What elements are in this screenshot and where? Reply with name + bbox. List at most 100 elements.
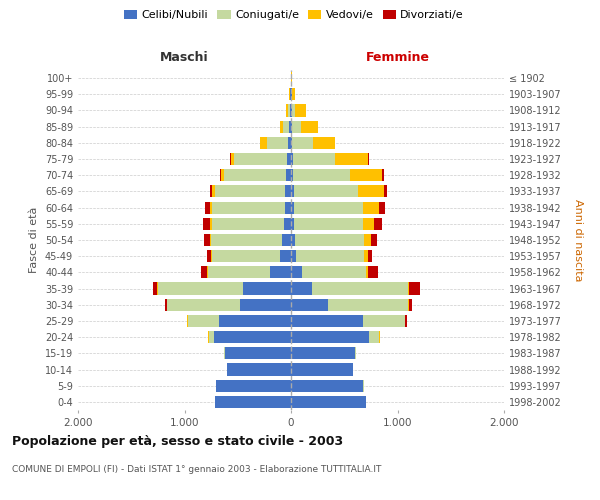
Text: COMUNE DI EMPOLI (FI) - Dati ISTAT 1° gennaio 2003 - Elaborazione TUTTITALIA.IT: COMUNE DI EMPOLI (FI) - Dati ISTAT 1° ge… xyxy=(12,465,382,474)
Bar xyxy=(292,104,295,117)
Bar xyxy=(270,266,291,278)
Bar xyxy=(212,218,284,230)
Bar xyxy=(284,202,291,213)
Bar xyxy=(409,282,420,294)
Bar xyxy=(291,234,295,246)
Bar xyxy=(369,331,379,343)
Bar xyxy=(364,315,405,327)
Text: Popolazione per età, sesso e stato civile - 2003: Popolazione per età, sesso e stato civil… xyxy=(12,435,343,448)
Y-axis label: Anni di nascita: Anni di nascita xyxy=(573,198,583,281)
Bar xyxy=(188,315,218,327)
Legend: Celibi/Nubili, Coniugati/e, Vedovi/e, Divorziati/e: Celibi/Nubili, Coniugati/e, Vedovi/e, Di… xyxy=(119,6,469,25)
Bar xyxy=(203,218,209,230)
Bar xyxy=(286,104,288,117)
Bar xyxy=(301,120,317,132)
Bar xyxy=(291,266,302,278)
Bar xyxy=(291,120,292,132)
Bar xyxy=(382,169,383,181)
Bar xyxy=(291,169,293,181)
Bar xyxy=(210,186,212,198)
Bar xyxy=(291,348,355,360)
Bar xyxy=(283,234,291,246)
Bar xyxy=(368,250,372,262)
Bar xyxy=(165,298,167,311)
Bar xyxy=(294,218,364,230)
Bar xyxy=(212,202,284,213)
Bar xyxy=(288,104,290,117)
Bar xyxy=(293,186,358,198)
Bar xyxy=(294,202,364,213)
Bar xyxy=(313,137,335,149)
Bar xyxy=(293,153,335,165)
Bar xyxy=(288,137,291,149)
Bar xyxy=(286,169,291,181)
Bar xyxy=(224,169,286,181)
Bar xyxy=(292,137,313,149)
Bar xyxy=(368,266,379,278)
Bar xyxy=(201,266,208,278)
Bar xyxy=(221,169,224,181)
Bar xyxy=(291,282,313,294)
Bar xyxy=(335,153,368,165)
Bar xyxy=(355,348,356,360)
Bar xyxy=(283,120,289,132)
Bar xyxy=(205,202,210,213)
Bar xyxy=(313,282,408,294)
Bar xyxy=(364,250,368,262)
Bar xyxy=(291,202,294,213)
Text: Femmine: Femmine xyxy=(365,50,430,64)
Bar xyxy=(291,186,293,198)
Bar xyxy=(406,315,407,327)
Bar xyxy=(302,266,365,278)
Bar xyxy=(295,234,364,246)
Bar xyxy=(218,315,291,327)
Bar xyxy=(364,218,374,230)
Bar xyxy=(240,298,291,311)
Y-axis label: Fasce di età: Fasce di età xyxy=(29,207,39,273)
Bar xyxy=(291,396,365,408)
Bar xyxy=(292,88,295,101)
Bar xyxy=(211,250,212,262)
Bar xyxy=(287,153,291,165)
Bar xyxy=(209,331,214,343)
Bar xyxy=(296,250,364,262)
Bar xyxy=(260,137,266,149)
Bar xyxy=(368,153,369,165)
Bar xyxy=(217,380,291,392)
Bar xyxy=(365,266,368,278)
Bar xyxy=(266,137,288,149)
Bar xyxy=(364,234,371,246)
Bar xyxy=(210,202,212,213)
Bar xyxy=(212,250,280,262)
Bar xyxy=(291,153,293,165)
Bar xyxy=(291,315,364,327)
Bar xyxy=(215,396,291,408)
Bar xyxy=(215,186,284,198)
Bar xyxy=(291,380,364,392)
Bar xyxy=(290,104,291,117)
Bar xyxy=(231,153,234,165)
Bar xyxy=(167,298,240,311)
Bar xyxy=(234,153,287,165)
Bar xyxy=(291,137,292,149)
Bar xyxy=(225,348,291,360)
Bar xyxy=(384,186,388,198)
Bar xyxy=(204,234,209,246)
Bar xyxy=(374,218,382,230)
Bar xyxy=(207,250,211,262)
Bar xyxy=(243,282,291,294)
Bar xyxy=(209,234,211,246)
Bar xyxy=(284,186,291,198)
Bar xyxy=(291,364,353,376)
Bar xyxy=(293,169,350,181)
Bar xyxy=(292,120,301,132)
Bar xyxy=(364,202,379,213)
Bar xyxy=(291,298,328,311)
Bar xyxy=(158,282,243,294)
Bar xyxy=(214,331,291,343)
Bar xyxy=(227,364,291,376)
Bar xyxy=(291,250,296,262)
Bar xyxy=(371,234,377,246)
Bar xyxy=(284,218,291,230)
Bar xyxy=(379,202,385,213)
